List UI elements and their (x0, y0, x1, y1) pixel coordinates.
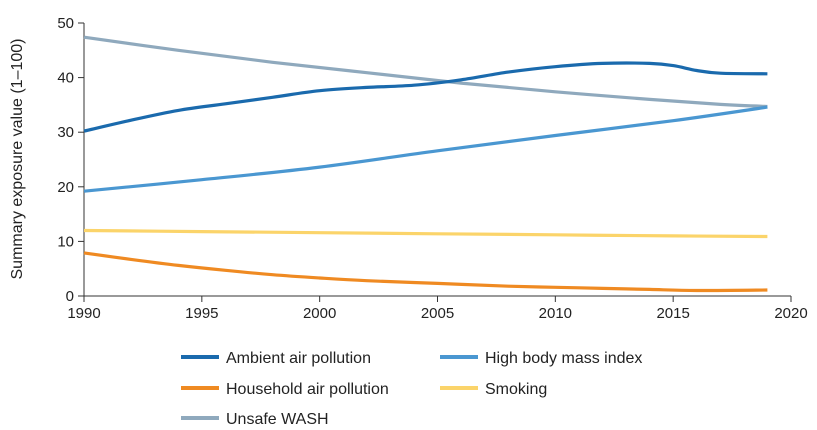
plot-lines (83, 35, 768, 293)
x-tick-label: 2020 (774, 305, 807, 322)
series-line-ambient-air-pollution (83, 61, 768, 133)
series-line-high-body-mass-index (83, 105, 768, 193)
legend-label: Household air pollution (226, 381, 389, 398)
legend-item-smoking: Smoking (440, 381, 547, 398)
legend-item-high-body-mass-index: High body mass index (440, 350, 642, 367)
y-tick-label: 0 (66, 288, 74, 305)
y-tick-label: 20 (57, 179, 74, 196)
series-line-smoking (83, 228, 768, 239)
x-tick-label: 1990 (67, 305, 100, 322)
legend-label: Unsafe WASH (226, 411, 329, 428)
x-tick-label: 2010 (539, 305, 572, 322)
x-tick-label: 2000 (303, 305, 336, 322)
y-tick-label: 40 (57, 70, 74, 87)
y-tick-label: 30 (57, 124, 74, 141)
legend-label: High body mass index (485, 350, 642, 367)
series-line-unsafe-wash (83, 35, 768, 109)
legend-item-household-air-pollution: Household air pollution (181, 381, 389, 398)
x-tick-label: 2015 (656, 305, 689, 322)
y-ticks: 0 10 20 30 40 50 (57, 15, 84, 305)
y-axis-title: Summary exposure value (1–100) (9, 38, 26, 279)
legend-item-ambient-air-pollution: Ambient air pollution (181, 350, 371, 367)
legend: Ambient air pollution High body mass inde… (181, 350, 642, 428)
x-tick-label: 2005 (421, 305, 454, 322)
x-ticks: 1990 1995 2000 2005 2010 2015 2020 (67, 296, 808, 322)
legend-label: Ambient air pollution (226, 350, 371, 367)
legend-item-unsafe-wash: Unsafe WASH (181, 411, 329, 428)
y-tick-label: 50 (57, 15, 74, 32)
legend-label: Smoking (485, 381, 547, 398)
y-tick-label: 10 (57, 233, 74, 250)
series-line-household-air-pollution (83, 251, 768, 293)
axes: 1990 1995 2000 2005 2010 2015 2020 0 10 20 30 40 50 (57, 15, 807, 322)
x-tick-label: 1995 (185, 305, 218, 322)
